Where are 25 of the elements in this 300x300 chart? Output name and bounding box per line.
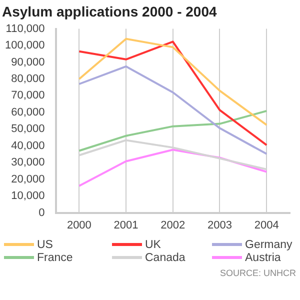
y-tick-label: 110,000 [6, 22, 45, 35]
y-tick-label: 30,000 [11, 156, 45, 169]
legend-label: Canada [145, 252, 186, 264]
y-tick-label: 10,000 [11, 190, 45, 202]
x-tick-label: 2002 [160, 219, 186, 232]
x-tick-label: 2001 [114, 219, 138, 232]
y-tick-label: 0 [38, 206, 45, 219]
y-tick-label: 70,000 [11, 90, 45, 102]
y-tick-label: 20,000 [11, 173, 45, 186]
legend-label: France [37, 252, 73, 264]
legend-label: Austria [245, 252, 281, 264]
y-tick-label: 50,000 [11, 123, 45, 136]
y-tick-label: 100,000 [4, 40, 45, 52]
y-tick-label: 40,000 [11, 140, 45, 152]
legend-label: UK [145, 238, 161, 250]
source-note: SOURCE: UNHCR [218, 268, 296, 278]
x-tick-label: 2003 [207, 219, 232, 232]
y-tick-label: 80,000 [11, 73, 45, 86]
chart-title: Asylum applications 2000 - 2004 [2, 3, 217, 20]
legend-label: US [37, 238, 53, 250]
legend-label: Germany [245, 238, 292, 250]
x-tick-label: 2000 [66, 219, 92, 232]
y-tick-label: 90,000 [11, 56, 45, 68]
y-tick-label: 60,000 [11, 106, 45, 118]
x-tick-label: 2004 [254, 219, 279, 232]
